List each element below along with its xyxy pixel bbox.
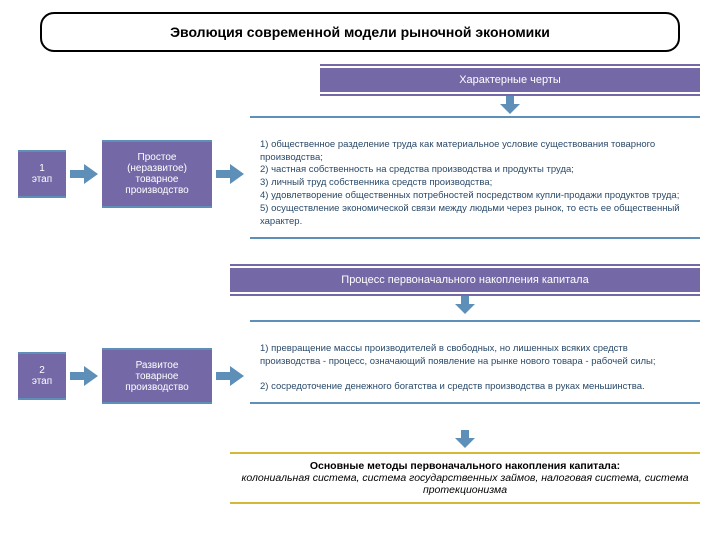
arrow-right-icon xyxy=(70,366,98,386)
arrow-down-icon xyxy=(455,430,475,448)
footer-box: Основные методы первоначального накоплен… xyxy=(230,452,700,504)
arrow-right-icon xyxy=(216,366,244,386)
stage1-label: этап xyxy=(32,174,52,185)
footer-title: Основные методы первоначального накоплен… xyxy=(240,460,690,472)
arrow-down-icon xyxy=(500,96,520,114)
header2-text: Процесс первоначального накопления капит… xyxy=(341,274,588,286)
detail2-text: 1) превращение массы производителей в св… xyxy=(260,343,656,392)
detail-box-1: 1) общественное разделение труда как мат… xyxy=(250,116,700,239)
detail-box-2: 1) превращение массы производителей в св… xyxy=(250,320,700,404)
arrow-right-icon xyxy=(70,164,98,184)
detail1-text: 1) общественное разделение труда как мат… xyxy=(260,139,680,227)
mid1-text: Простое (неразвитое) товарное производст… xyxy=(125,152,188,196)
header-characteristics: Характерные черты xyxy=(320,68,700,92)
mid2-text: Развитое товарное производство xyxy=(125,360,188,393)
arrow-down-icon xyxy=(455,296,475,314)
title-text: Эволюция современной модели рыночной эко… xyxy=(170,24,550,40)
stage-1-box: 1 этап xyxy=(18,150,66,198)
header-process: Процесс первоначального накопления капит… xyxy=(230,268,700,292)
stage2-label: этап xyxy=(32,376,52,387)
mid-box-2: Развитое товарное производство xyxy=(102,348,212,404)
mid-box-1: Простое (неразвитое) товарное производст… xyxy=(102,140,212,208)
stage2-num: 2 xyxy=(39,365,45,376)
header1-text: Характерные черты xyxy=(459,74,561,86)
arrow-right-icon xyxy=(216,164,244,184)
footer-body: колониальная система, система государств… xyxy=(240,472,690,496)
stage1-num: 1 xyxy=(39,163,45,174)
stage-2-box: 2 этап xyxy=(18,352,66,400)
diagram-title: Эволюция современной модели рыночной эко… xyxy=(40,12,680,52)
